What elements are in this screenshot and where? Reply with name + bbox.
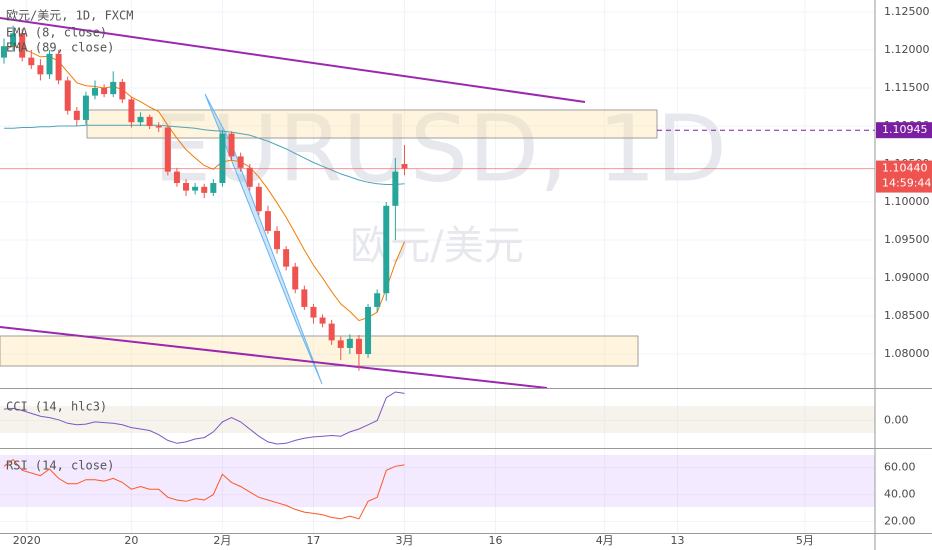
candle-body (346, 338, 353, 348)
x-tick-label: 20 (124, 534, 138, 547)
price-label: 1.10945 (882, 123, 928, 136)
cci-band (0, 406, 875, 433)
y-tick-label: 1.08500 (884, 309, 930, 322)
y-tick-label: 1.11500 (884, 81, 930, 94)
legend-entry: RSI (14, close) (6, 459, 114, 473)
y-tick-label: 1.12500 (884, 5, 930, 18)
candle-body (37, 65, 44, 75)
candle-body (283, 249, 290, 267)
y-tick-label: 60.00 (884, 461, 916, 474)
candle-body (19, 33, 26, 58)
series-line (3, 391, 405, 445)
y-tick-label: 1.12000 (884, 43, 930, 56)
candle-body (73, 110, 80, 120)
x-tick-label: 5月 (796, 534, 814, 547)
y-tick-label: 0.00 (884, 413, 909, 426)
candle-body (328, 323, 335, 341)
candle-body (192, 186, 199, 191)
candle-body (164, 127, 171, 172)
y-tick-label: 40.00 (884, 488, 916, 501)
candle-body (264, 211, 271, 231)
marks-layer: 2020 20 2月 17 3月 16 4月 13 5月1.125001.120001.1150… (0, 5, 932, 547)
series-line (3, 458, 405, 520)
candle-body (310, 306, 317, 318)
candle-body (92, 88, 99, 96)
x-tick-label: 3月 (395, 534, 413, 547)
countdown-label: 14:59:44 (882, 177, 931, 190)
candle-body (401, 164, 408, 169)
y-tick-label: 1.09500 (884, 233, 930, 246)
candle-body (119, 81, 126, 100)
y-tick-label: 1.08000 (884, 347, 930, 360)
candle-body (355, 338, 362, 355)
candle-body (110, 81, 117, 95)
series-line (4, 124, 405, 185)
trend-line (0, 326, 548, 389)
watermark-subtitle: 欧元/美元 (350, 223, 523, 269)
candle-body (155, 126, 162, 128)
candle-body (210, 183, 217, 193)
candle-body (383, 205, 390, 294)
y-tick-label: 1.09000 (884, 271, 930, 284)
candle-body (246, 167, 253, 187)
legend-entry: EMA (8, close) (6, 26, 107, 40)
x-tick-label: 16 (488, 534, 502, 547)
candle-body (301, 289, 308, 307)
candle-body (101, 88, 108, 95)
candle-body (173, 171, 180, 184)
rsi-band (0, 455, 875, 507)
legend-entry: EMA (89, close) (6, 41, 114, 55)
candle-body (64, 80, 71, 111)
candle-body (374, 293, 381, 307)
candle-body (146, 116, 153, 127)
candle-body (201, 186, 208, 193)
candle-body (228, 133, 235, 157)
zone-box (0, 335, 639, 367)
channel (204, 93, 323, 385)
y-tick-label: 20.00 (884, 515, 916, 528)
candle-body (219, 133, 226, 184)
series-line (3, 45, 405, 322)
zone-box (86, 109, 658, 139)
price-label-box (876, 122, 932, 139)
x-tick-label: 4月 (596, 534, 614, 547)
candle-body (10, 33, 17, 47)
candle-body (183, 183, 190, 191)
legend-entry: CCI (14, hlc3) (6, 400, 107, 414)
candle-body (274, 230, 281, 250)
chart-title: 欧元/美元, 1D, FXCM (6, 9, 133, 23)
candle-body (1, 46, 8, 58)
candle-body (237, 156, 244, 168)
x-tick-label: 17 (306, 534, 320, 547)
candle-body (55, 53, 62, 81)
price-label: 1.10440 (882, 162, 928, 175)
candle-body (82, 95, 89, 120)
x-tick-label: 13 (671, 534, 685, 547)
candle-body (392, 171, 399, 206)
candle-body (292, 266, 299, 290)
candle-body (337, 340, 344, 348)
candle-body (46, 53, 53, 75)
y-tick-label: 1.10000 (884, 195, 930, 208)
x-tick-label: 2月 (213, 534, 231, 547)
trend-line (0, 17, 586, 103)
candle-body (365, 306, 372, 355)
candle-body (137, 116, 144, 123)
x-tick-label: 2020 (13, 534, 41, 547)
candle-body (128, 99, 135, 123)
candle-body (319, 317, 326, 324)
price-label-box (876, 160, 932, 193)
candle-body (255, 186, 262, 212)
candle-body (28, 57, 35, 66)
